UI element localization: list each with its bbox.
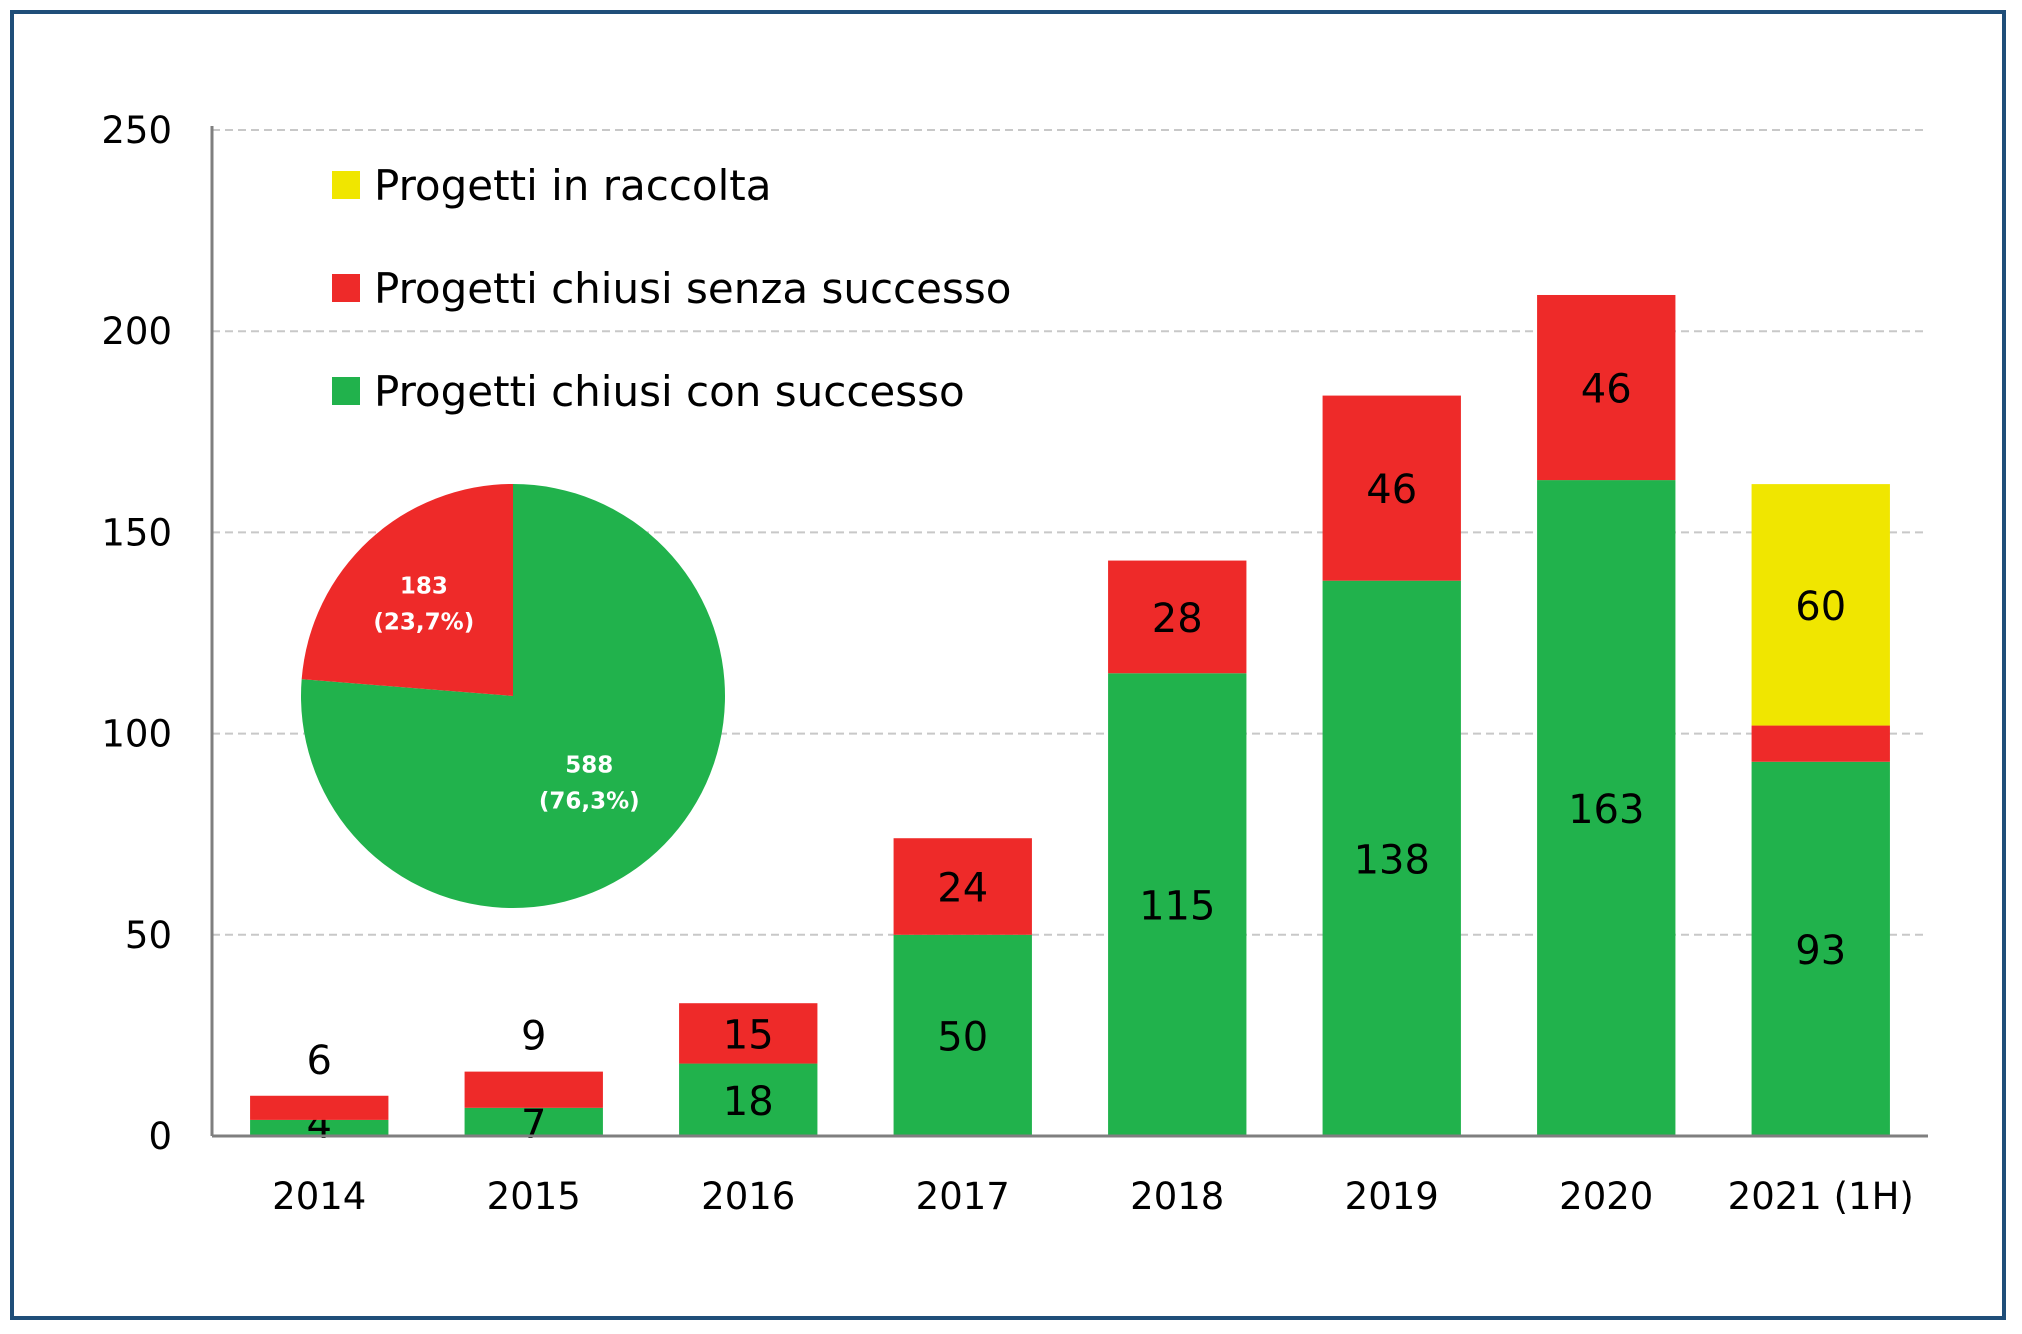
bar-segment xyxy=(893,934,1032,1136)
x-tick-label: 2020 xyxy=(1559,1175,1653,1218)
bar-data-label: 28 xyxy=(1152,596,1203,642)
x-tick-label: 2019 xyxy=(1345,1175,1439,1218)
bar-segment xyxy=(893,838,1032,935)
x-tick-label: 2014 xyxy=(272,1175,366,1218)
x-tick-labels: 2014 2015 2016 2017 2018 2019 2020 2021 (1H) xyxy=(272,1175,1914,1218)
bar-segment xyxy=(464,1107,603,1136)
bars: 46791815502411528138461634693960 xyxy=(250,294,1890,1148)
y-tick-label: 50 xyxy=(125,914,172,957)
bar-data-label: 50 xyxy=(937,1014,988,1060)
x-tick-label: 2016 xyxy=(701,1175,795,1218)
bar-segment xyxy=(679,1003,818,1064)
legend-swatch xyxy=(332,171,360,199)
bar-data-label: 7 xyxy=(521,1102,546,1148)
chart-frame: 46791815502411528138461634693960 0501001… xyxy=(10,10,2006,1320)
y-tick-labels: 0 50 100 150 200 250 xyxy=(101,109,172,1158)
bar-segment xyxy=(1751,725,1890,762)
legend-swatch xyxy=(332,377,360,405)
pie-percent-label: (23,7%) xyxy=(373,609,474,635)
bar-data-label: 6 xyxy=(307,1038,332,1084)
bar-segment xyxy=(464,1071,603,1108)
y-tick-label: 0 xyxy=(148,1115,172,1158)
bar-data-label: 18 xyxy=(723,1079,774,1125)
bar-data-label: 115 xyxy=(1139,884,1215,930)
legend: Progetti in raccolta Progetti chiusi senz… xyxy=(332,161,1011,416)
bar-segment xyxy=(250,1095,389,1120)
x-tick-label: 2021 (1H) xyxy=(1728,1175,1914,1218)
bar-segment xyxy=(1322,395,1461,581)
bar-data-label: 15 xyxy=(723,1012,774,1058)
pie-percent-label: (76,3%) xyxy=(539,789,640,815)
y-tick-label: 150 xyxy=(101,511,172,554)
axes xyxy=(210,126,1928,1138)
bar-data-label: 46 xyxy=(1366,467,1417,513)
bar-segment xyxy=(1537,480,1676,1136)
pie-chart: 588 (76,3%) 183 (23,7%) xyxy=(301,484,725,908)
x-tick-label: 2018 xyxy=(1130,1175,1224,1218)
bar-data-label: 163 xyxy=(1568,787,1644,833)
legend-label: Progetti in raccolta xyxy=(374,161,771,210)
pie-slice xyxy=(301,484,513,696)
x-tick-label: 2017 xyxy=(916,1175,1010,1218)
bar-data-label: 24 xyxy=(937,866,988,912)
bar-segment xyxy=(1537,294,1676,481)
bar-segment xyxy=(1751,484,1890,726)
y-tick-label: 200 xyxy=(101,310,172,353)
bar-segment xyxy=(679,1063,818,1136)
chart-svg: 46791815502411528138461634693960 0501001… xyxy=(101,109,1928,1218)
bar-segment xyxy=(1108,673,1247,1136)
y-tick-label: 250 xyxy=(101,109,172,152)
legend-swatch xyxy=(332,274,360,302)
legend-label: Progetti chiusi con successo xyxy=(374,367,965,416)
bar-data-label: 60 xyxy=(1795,584,1846,630)
y-tick-label: 100 xyxy=(101,713,172,756)
bar-data-label: 9 xyxy=(521,1014,546,1060)
pie-value-label: 183 xyxy=(400,573,448,599)
bar-segment xyxy=(1322,580,1461,1136)
pie-value-label: 588 xyxy=(565,753,613,779)
bar-segment xyxy=(1751,761,1890,1136)
bar-data-label: 138 xyxy=(1354,837,1430,883)
x-tick-label: 2015 xyxy=(487,1175,581,1218)
bar-segment xyxy=(250,1119,389,1136)
bar-data-label: 46 xyxy=(1581,367,1632,413)
bar-data-label: 93 xyxy=(1795,928,1846,974)
bar-segment xyxy=(1108,560,1247,674)
legend-label: Progetti chiusi senza successo xyxy=(374,264,1011,313)
